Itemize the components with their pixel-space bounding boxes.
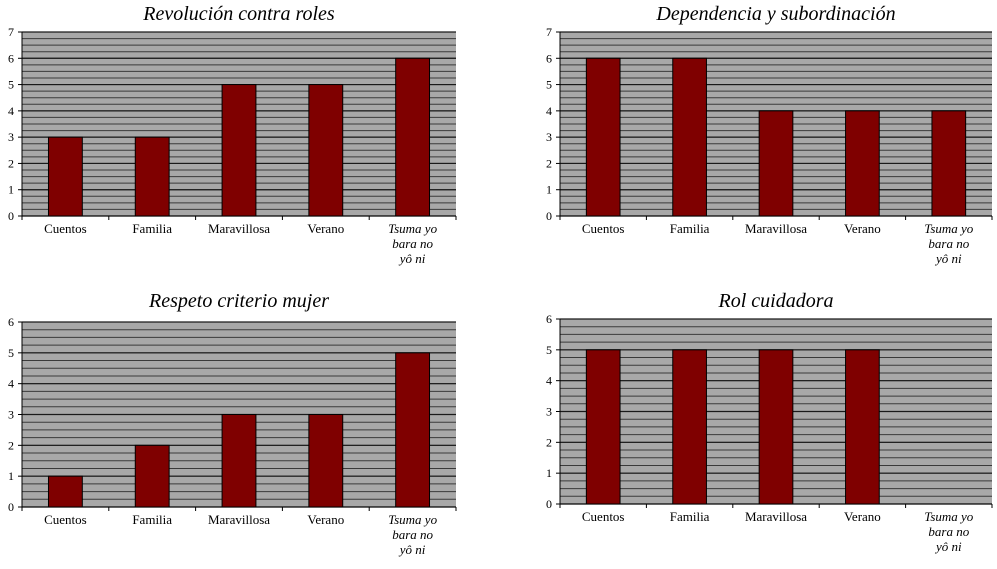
y-tick-label: 1 xyxy=(546,183,552,197)
bar-1 xyxy=(47,475,83,508)
bar-2 xyxy=(672,349,707,505)
bar-5 xyxy=(931,110,967,217)
y-tick-label: 3 xyxy=(546,405,552,419)
x-category-label: Familia xyxy=(132,512,172,527)
chart-revolucion-contra-roles: Revolución contra roles 0 1 2 3 4 5 6 7 Cuentos Fa… xyxy=(0,0,480,282)
chart-rol-cuidadora: Rol cuidadora 0 1 2 3 4 5 6 Cuentos Familia Maravi… xyxy=(520,282,997,564)
bar-3 xyxy=(758,349,794,505)
y-tick-label: 7 xyxy=(8,25,14,39)
y-tick-label: 4 xyxy=(8,377,14,391)
bar-1 xyxy=(47,136,83,217)
x-category-label: Cuentos xyxy=(44,221,87,236)
bar-2 xyxy=(134,444,170,508)
y-tick-label: 3 xyxy=(8,130,14,144)
x-category-label: Verano xyxy=(307,512,344,527)
bar-3 xyxy=(221,414,257,508)
x-category-label: Cuentos xyxy=(582,509,625,524)
y-tick-label: 2 xyxy=(8,438,14,452)
y-tick-label: 5 xyxy=(8,346,14,360)
bar-3 xyxy=(758,110,794,217)
bar-2 xyxy=(134,136,170,217)
y-tick-label: 1 xyxy=(8,469,14,483)
chart-dependencia-y-subordinacion: Dependencia y subordinación 0 1 2 3 4 5 6 7 Cuent… xyxy=(520,0,997,282)
bar-1 xyxy=(585,349,621,505)
bar-4 xyxy=(308,414,344,508)
y-tick-label: 5 xyxy=(8,78,14,92)
x-category-label: Familia xyxy=(132,221,172,236)
chart-title: Rol cuidadora xyxy=(718,290,834,312)
y-tick-label: 2 xyxy=(546,156,552,170)
y-tick-label: 7 xyxy=(546,25,552,39)
y-tick-label: 3 xyxy=(546,130,552,144)
x-category-label: Maravillosa xyxy=(208,221,270,236)
x-category-label: Maravillosa xyxy=(745,509,807,524)
chart-svg: Revolución contra roles 0 1 2 3 4 5 6 7 Cuentos Fa… xyxy=(8,3,457,266)
y-tick-label: 6 xyxy=(8,315,14,329)
y-tick-label: 0 xyxy=(546,209,552,223)
x-category-label: Verano xyxy=(844,221,881,236)
y-tick-label: 2 xyxy=(8,156,14,170)
y-tick-label: 4 xyxy=(8,104,14,118)
x-category-label: Tsuma yo bara no yô ni xyxy=(924,509,974,554)
bar-2 xyxy=(672,57,707,217)
y-tick-label: 1 xyxy=(8,183,14,197)
chart-svg: Rol cuidadora 0 1 2 3 4 5 6 Cuentos Familia Maravi… xyxy=(546,290,993,554)
x-category-label: Tsuma yo bara no yô ni xyxy=(924,221,974,266)
y-tick-label: 5 xyxy=(546,78,552,92)
bar-1 xyxy=(585,57,621,217)
bar-5 xyxy=(395,57,431,217)
chart-svg: Respeto criterio mujer 0 1 2 3 4 5 6 Cuentos Fami… xyxy=(8,290,457,557)
x-category-label: Familia xyxy=(670,221,710,236)
chart-title: Dependencia y subordinación xyxy=(655,3,895,25)
y-tick-label: 6 xyxy=(546,312,552,326)
chart-title: Revolución contra roles xyxy=(142,3,335,25)
x-category-label: Verano xyxy=(307,221,344,236)
x-category-label: Tsuma yo bara no yô ni xyxy=(388,512,438,557)
y-tick-label: 6 xyxy=(8,51,14,65)
y-tick-label: 0 xyxy=(8,500,14,514)
x-category-label: Maravillosa xyxy=(745,221,807,236)
x-category-label: Verano xyxy=(844,509,881,524)
bar-5 xyxy=(395,352,431,508)
y-tick-label: 0 xyxy=(546,497,552,511)
y-tick-label: 3 xyxy=(8,408,14,422)
y-tick-label: 2 xyxy=(546,435,552,449)
y-tick-label: 6 xyxy=(546,51,552,65)
bar-4 xyxy=(845,110,880,217)
bar-3 xyxy=(221,84,257,217)
bar-4 xyxy=(308,84,344,217)
chart-respeto-criterio-mujer: Respeto criterio mujer 0 1 2 3 4 5 6 Cuentos Fami… xyxy=(0,282,480,564)
x-category-label: Cuentos xyxy=(582,221,625,236)
y-tick-label: 4 xyxy=(546,104,552,118)
chart-title: Respeto criterio mujer xyxy=(148,290,329,312)
chart-svg: Dependencia y subordinación 0 1 2 3 4 5 6 7 Cuent… xyxy=(546,3,993,266)
x-category-label: Maravillosa xyxy=(208,512,270,527)
y-tick-label: 1 xyxy=(546,466,552,480)
x-category-label: Familia xyxy=(670,509,710,524)
x-category-label: Tsuma yo bara no yô ni xyxy=(388,221,438,266)
y-tick-label: 4 xyxy=(546,374,552,388)
x-category-label: Cuentos xyxy=(44,512,87,527)
y-tick-label: 0 xyxy=(8,209,14,223)
y-tick-label: 5 xyxy=(546,343,552,357)
bar-4 xyxy=(845,349,880,505)
